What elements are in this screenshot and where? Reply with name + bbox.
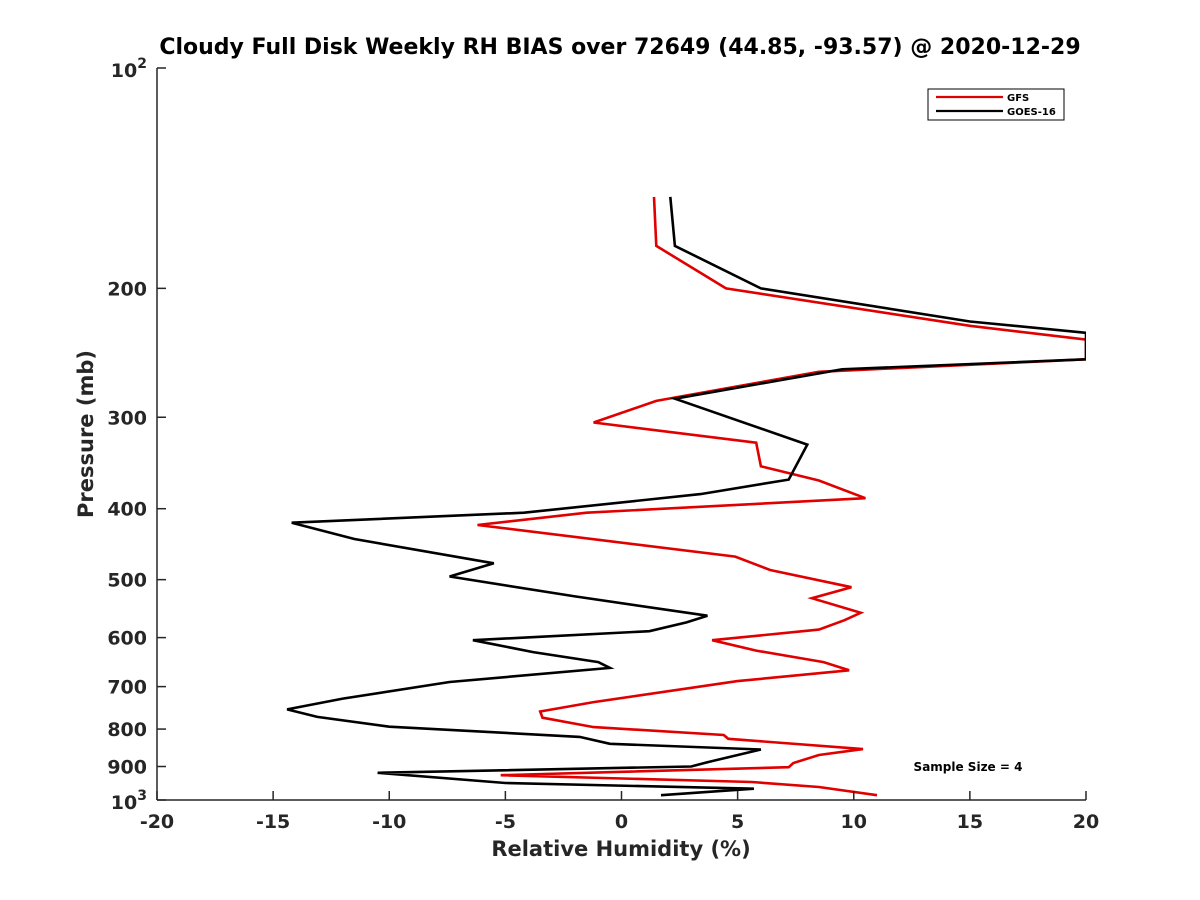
x-tick-label: 5 [731,811,744,833]
y-ticks: 102 200 300 400 500 600 700 800 900 103 [107,56,166,814]
y-axis-label: Pressure (mb) [74,350,98,518]
y-tick-label: 800 [107,719,147,741]
x-tick-label: -5 [495,811,516,833]
x-axis-label: Relative Humidity (%) [491,837,750,861]
y-tick-label: 700 [107,677,147,699]
x-tick-label: 10 [841,811,867,833]
series-layer [286,196,1086,797]
y-tick-label: 500 [107,570,147,592]
legend-label-goes-16: GOES-16 [1007,107,1056,118]
x-ticks: -20 -15 -10 -5 0 5 10 15 20 [140,791,1099,833]
series-line-goes-16 [286,196,1086,797]
y-tick-label: 200 [107,278,147,300]
legend: GFS GOES-16 [927,88,1065,121]
x-tick-label: 0 [615,811,628,833]
y-tick-label: 900 [107,757,147,779]
y-tick-label: 600 [107,628,147,650]
legend-label-gfs: GFS [1007,93,1029,104]
y-tick-label: 300 [107,407,147,429]
y-tick-label: 103 [111,788,147,814]
plot-area [157,68,1086,800]
chart-title: Cloudy Full Disk Weekly RH BIAS over 726… [159,35,1080,60]
legend-box [927,88,1065,121]
x-tick-label: -10 [372,811,406,833]
y-tick-label: 400 [107,499,147,521]
x-tick-label: 20 [1073,811,1099,833]
sample-size-annotation: Sample Size = 4 [914,760,1023,774]
x-tick-label: 15 [957,811,983,833]
x-tick-label: -15 [256,811,290,833]
x-tick-label: -20 [140,811,174,833]
y-tick-label: 102 [111,56,147,82]
